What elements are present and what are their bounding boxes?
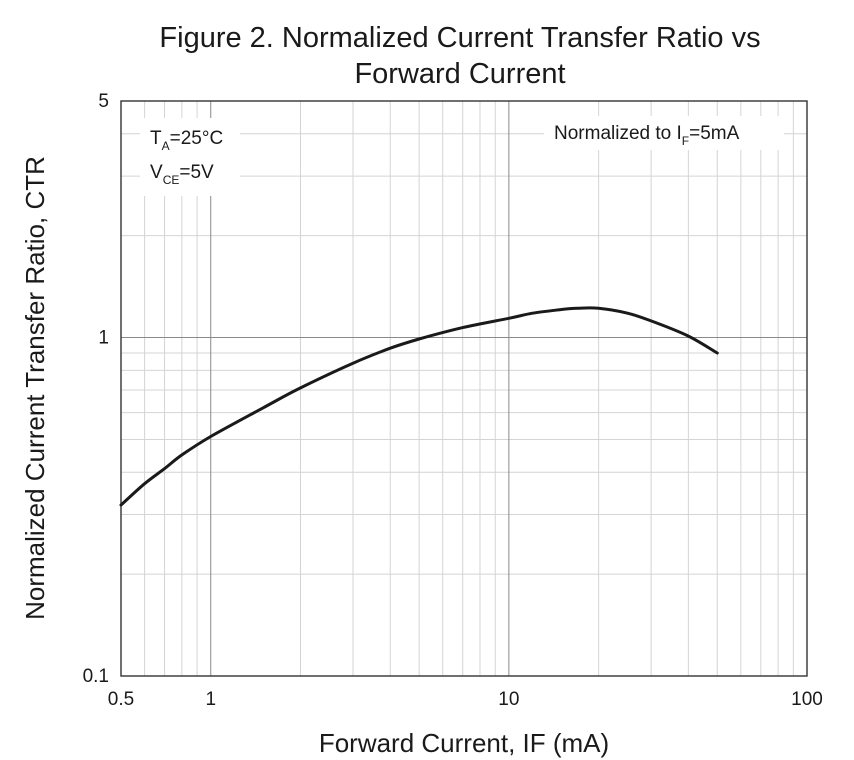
chart-title-line-2: Forward Current xyxy=(354,58,566,90)
normalization-box xyxy=(544,116,784,150)
chart-title-line-1: Figure 2. Normalized Current Transfer Ra… xyxy=(159,22,761,54)
y-axis-title: Normalized Current Transfer Ratio, CTR xyxy=(20,156,50,620)
y-tick-label: 0.1 xyxy=(83,666,109,687)
x-tick-labels: 0.5 1 10 100 xyxy=(108,689,823,710)
y-tick-label: 5 xyxy=(98,91,109,112)
condition-temperature: TA=25°C xyxy=(150,128,223,153)
ctr-curve xyxy=(119,306,719,507)
x-tick-label: 100 xyxy=(791,689,823,710)
chart-title: Figure 2. Normalized Current Transfer Ra… xyxy=(0,20,854,92)
plot-frame xyxy=(120,100,808,677)
minor-grid xyxy=(121,101,807,676)
y-tick-labels: 0.1 1 5 xyxy=(83,91,109,687)
y-tick-label: 1 xyxy=(98,328,109,349)
x-axis-title: Forward Current, IF (mA) xyxy=(319,728,609,758)
x-tick-label: 0.5 xyxy=(108,689,134,710)
x-tick-label: 10 xyxy=(498,689,519,710)
normalization-note: Normalized to IF=5mA xyxy=(554,123,740,148)
conditions-box xyxy=(140,118,240,196)
condition-voltage: VCE=5V xyxy=(150,162,214,187)
x-tick-label: 1 xyxy=(205,689,216,710)
